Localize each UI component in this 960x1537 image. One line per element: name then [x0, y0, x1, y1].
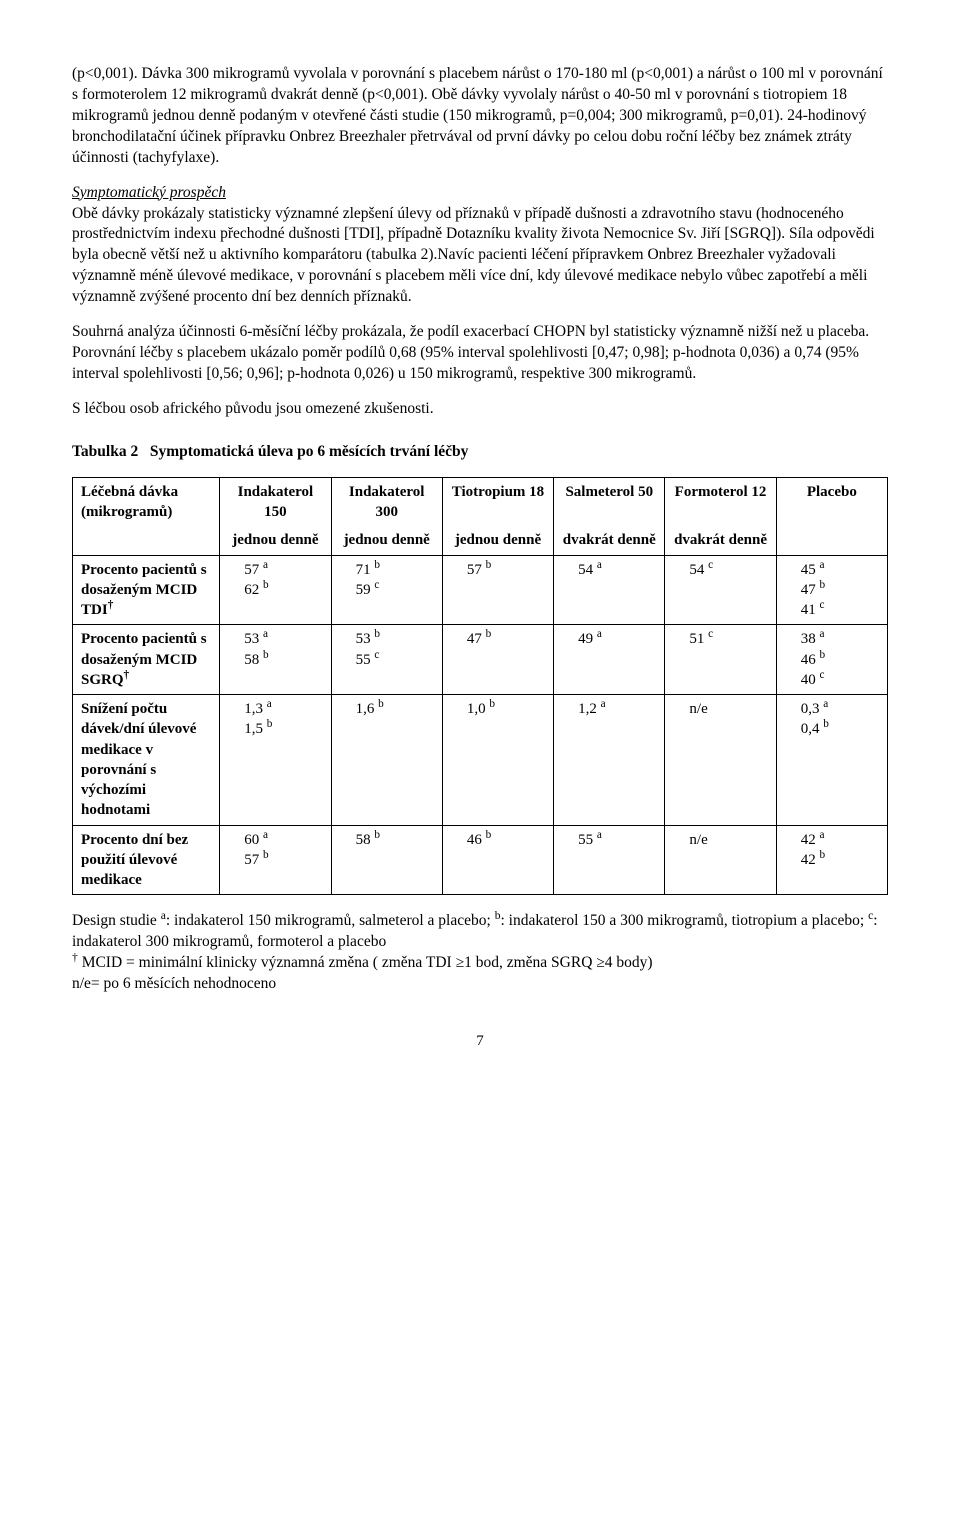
table-title: Tabulka 2 Symptomatická úleva po 6 měsíc…	[72, 442, 888, 463]
table-cell: 51 c	[665, 625, 776, 695]
table-cell: 57 b	[442, 555, 553, 625]
table-cell: 55 a	[554, 825, 665, 895]
column-header: Salmeterol 50	[554, 477, 665, 526]
column-subheader: jednou denně	[220, 526, 331, 555]
paragraph-3: Souhrná analýza účinnosti 6-měsíční léčb…	[72, 322, 888, 385]
table-cell: 53 a58 b	[220, 625, 331, 695]
table-cell: 1,0 b	[442, 695, 553, 826]
table-cell: 57 a62 b	[220, 555, 331, 625]
paragraph-2-body: Obě dávky prokázaly statisticky významné…	[72, 205, 875, 306]
table-cell: 71 b59 c	[331, 555, 442, 625]
table-cell: 42 a42 b	[776, 825, 887, 895]
row-label: Procento dní bez použití úlevové medikac…	[73, 825, 220, 895]
table-cell: 45 a47 b41 c	[776, 555, 887, 625]
table-footnotes: Design studie a: indakaterol 150 mikrogr…	[72, 911, 888, 995]
table-cell: 58 b	[331, 825, 442, 895]
row-header-label: Léčebná dávka (mikrogramů)	[73, 477, 220, 555]
relief-table: Léčebná dávka (mikrogramů)Indakaterol 15…	[72, 477, 888, 896]
column-header: Formoterol 12	[665, 477, 776, 526]
table-cell: 1,6 b	[331, 695, 442, 826]
row-label: Snížení počtu dávek/dní úlevové medikace…	[73, 695, 220, 826]
table-cell: 60 a57 b	[220, 825, 331, 895]
footnote-mcid: † MCID = minimální klinicky významná změ…	[72, 953, 888, 974]
column-header: Tiotropium 18	[442, 477, 553, 526]
footnote-design: Design studie a: indakaterol 150 mikrogr…	[72, 911, 888, 953]
column-subheader: jednou denně	[442, 526, 553, 555]
table-cell: 1,2 a	[554, 695, 665, 826]
table-cell: 54 c	[665, 555, 776, 625]
paragraph-4: S léčbou osob afrického původu jsou omez…	[72, 399, 888, 420]
page-number: 7	[72, 1031, 888, 1051]
row-label: Procento pacientů s dosaženým MCID SGRQ†	[73, 625, 220, 695]
column-header: Indakaterol 150	[220, 477, 331, 526]
table-cell: 54 a	[554, 555, 665, 625]
column-header: Placebo	[776, 477, 887, 526]
table-cell: 49 a	[554, 625, 665, 695]
table-cell: 53 b55 c	[331, 625, 442, 695]
column-header: Indakaterol 300	[331, 477, 442, 526]
column-subheader: dvakrát denně	[554, 526, 665, 555]
table-cell: n/e	[665, 825, 776, 895]
footnote-ne: n/e= po 6 měsících nehodnoceno	[72, 974, 888, 995]
column-subheader: jednou denně	[331, 526, 442, 555]
paragraph-2: Symptomatický prospěch Obě dávky prokáza…	[72, 183, 888, 309]
table-cell: 1,3 a1,5 b	[220, 695, 331, 826]
section-heading-symptomatic: Symptomatický prospěch	[72, 184, 226, 201]
table-cell: 46 b	[442, 825, 553, 895]
column-subheader: dvakrát denně	[665, 526, 776, 555]
table-cell: 38 a46 b40 c	[776, 625, 887, 695]
row-label: Procento pacientů s dosaženým MCID TDI†	[73, 555, 220, 625]
table-cell: n/e	[665, 695, 776, 826]
column-subheader	[776, 526, 887, 555]
table-cell: 0,3 a0,4 b	[776, 695, 887, 826]
paragraph-1: (p<0,001). Dávka 300 mikrogramů vyvolala…	[72, 64, 888, 169]
table-cell: 47 b	[442, 625, 553, 695]
